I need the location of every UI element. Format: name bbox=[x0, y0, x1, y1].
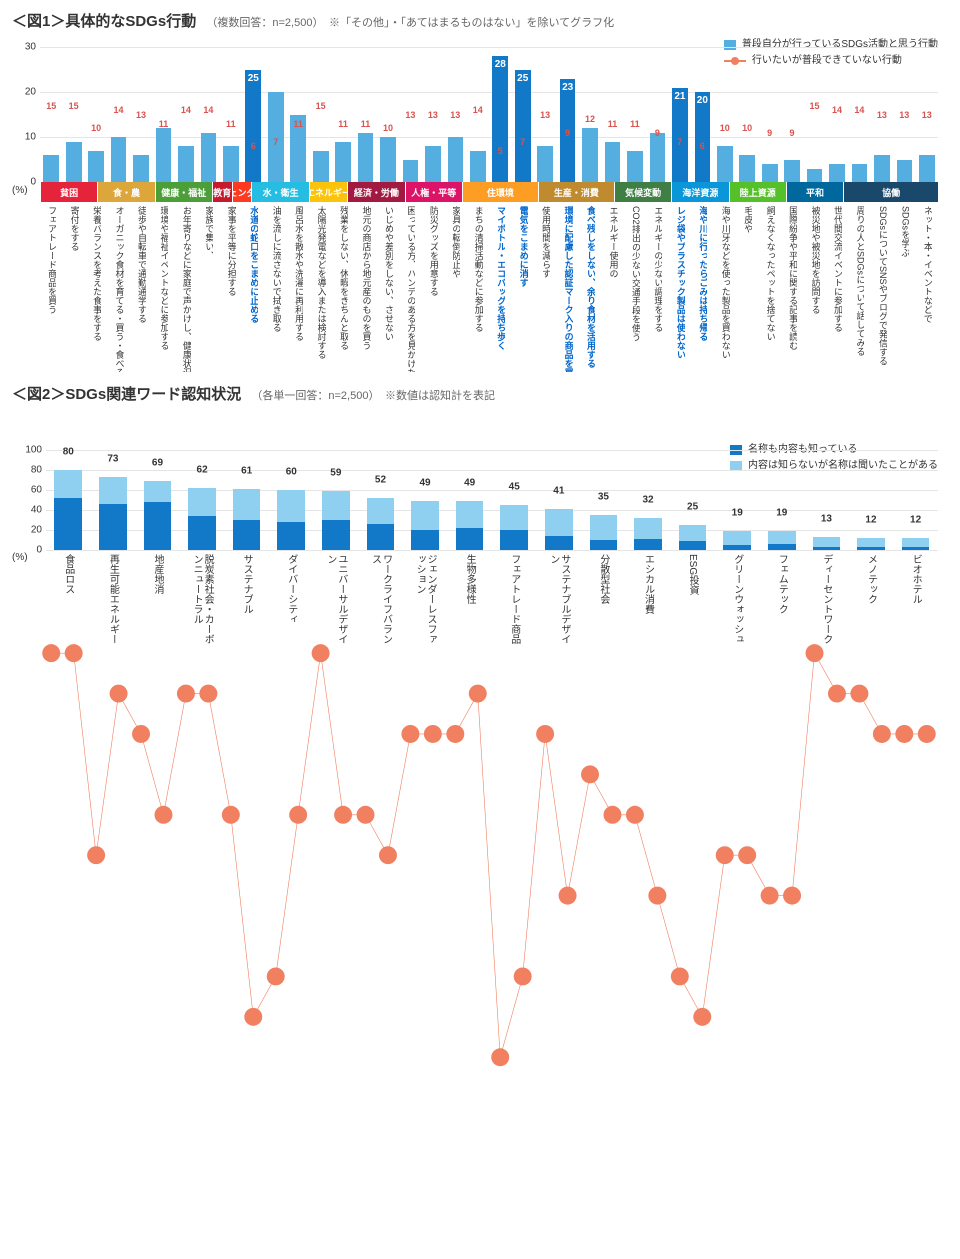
fig1-title-sub: （複数回答：n=2,500） ※「その他」・「あてはまるものはない」を除いてグラ… bbox=[206, 17, 614, 29]
fig2-chart-area: 名称も内容も知っている 内容は知らないが名称は聞いたことがある 02040608… bbox=[12, 422, 948, 652]
fig2-xlabels: 食品ロス再生可能エネルギー地産地消脱炭素社会・カーボンニュートラルサステナブルダ… bbox=[46, 552, 938, 652]
fig2-yaxis: 020406080100 bbox=[12, 450, 46, 550]
fig2-plot: 80 73 69 62 61 60 bbox=[46, 450, 938, 550]
fig1-categories: 貧困食・農健康・福祉教育ジェンダー水・衛生エネルギー経済・労働人権・平等住環境生… bbox=[40, 182, 938, 202]
fig1-xlabels: フェアトレード商品を買う寄付をする栄養バランスを考えた食事をするオーガニック食材… bbox=[40, 204, 938, 374]
fig1-chart-area: 普段自分が行っているSDGs活動と思う行動 行いたいが普段できていない行動 01… bbox=[12, 37, 948, 377]
fig1-title: ＜図1＞具体的なSDGs行動 （複数回答：n=2,500） ※「その他」・「あて… bbox=[12, 10, 948, 31]
fig1-pct: (%) bbox=[12, 185, 28, 196]
fig1-title-main: ＜図1＞具体的なSDGs行動 bbox=[12, 13, 196, 30]
fig1-yaxis: 0102030 bbox=[12, 47, 40, 377]
fig2-pct: (%) bbox=[12, 552, 28, 563]
fig1-plot: 252825232120 151510141311141411671115111… bbox=[40, 47, 938, 182]
